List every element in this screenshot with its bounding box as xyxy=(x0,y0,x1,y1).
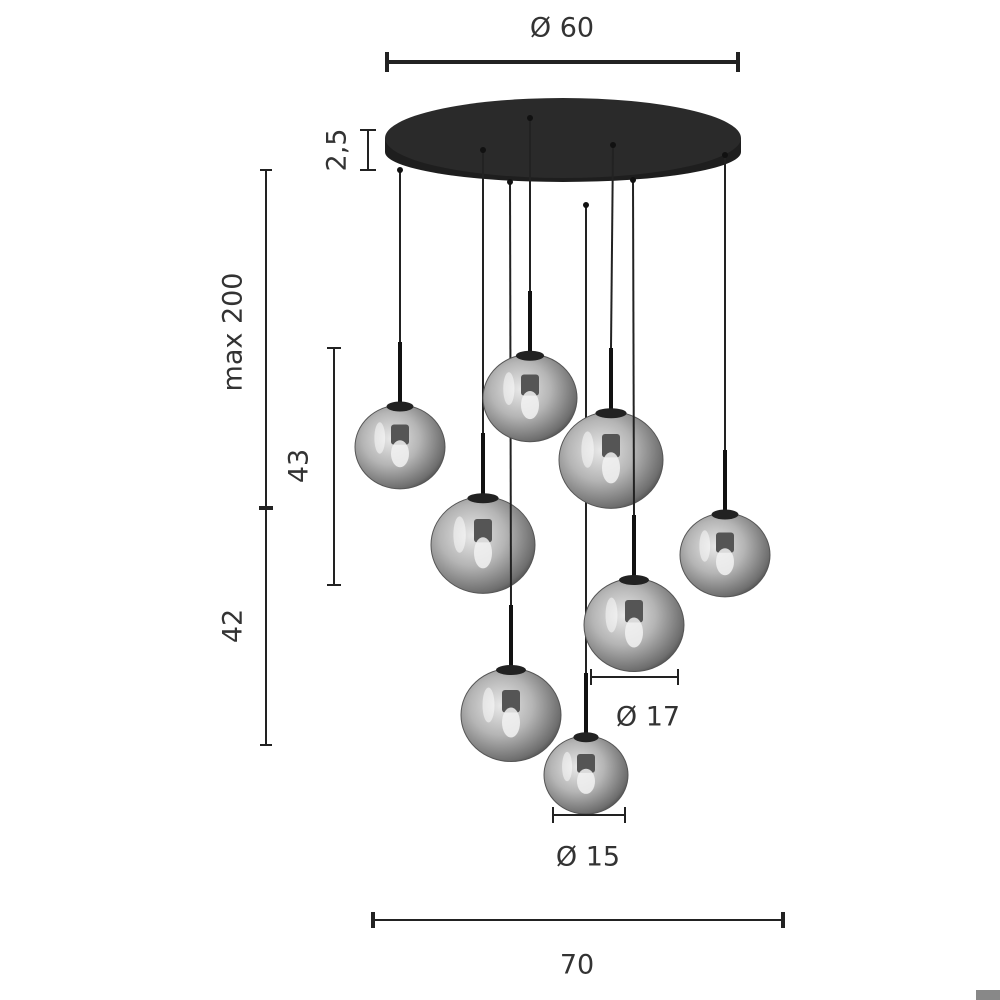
bulb-holder xyxy=(391,424,409,445)
globe-cap xyxy=(619,575,649,585)
bulb xyxy=(391,440,409,468)
highlight xyxy=(581,431,594,468)
globe-cap xyxy=(496,665,526,675)
cord xyxy=(610,144,614,349)
highlight xyxy=(453,516,466,553)
lamp-drawing xyxy=(354,98,771,815)
bulb-holder xyxy=(716,532,734,553)
dim-label: 42 xyxy=(218,609,249,643)
globe-cap xyxy=(386,401,414,412)
dim-label: max 200 xyxy=(218,273,249,392)
bulb-holder xyxy=(521,374,539,396)
cord-anchor xyxy=(583,202,589,208)
highlight xyxy=(374,422,386,454)
dim-label: Ø 60 xyxy=(530,13,594,44)
cord-anchor xyxy=(722,152,728,158)
bulb xyxy=(602,452,620,484)
dim-label: Ø 15 xyxy=(556,842,620,873)
highlight xyxy=(562,751,573,782)
bulb xyxy=(502,707,520,738)
bulb xyxy=(577,768,595,794)
canopy xyxy=(385,98,741,178)
bulb-holder xyxy=(577,754,595,773)
bulb-holder xyxy=(602,434,620,458)
cord-anchor xyxy=(507,179,513,185)
cord-anchor xyxy=(480,147,486,153)
dim-label: 2,5 xyxy=(322,129,353,172)
globe-cap xyxy=(573,732,599,743)
dim-label: 70 xyxy=(560,950,594,981)
cord-anchor xyxy=(397,167,403,173)
highlight xyxy=(605,597,618,633)
bulb xyxy=(474,537,492,569)
bulb-holder xyxy=(474,519,492,543)
highlight xyxy=(699,530,711,562)
corner-marker xyxy=(976,990,1000,1000)
dimension-lines xyxy=(259,52,785,928)
cord-anchor xyxy=(527,115,533,121)
highlight xyxy=(482,687,495,723)
globe-cap xyxy=(595,408,627,419)
highlight xyxy=(503,372,515,406)
dim-label: Ø 17 xyxy=(616,702,680,733)
dim-label: 43 xyxy=(284,449,315,483)
globe-cap xyxy=(515,350,545,361)
bulb-holder xyxy=(625,600,643,623)
globe-cap xyxy=(467,493,499,504)
cord-anchor xyxy=(630,177,636,183)
cord xyxy=(632,179,635,516)
cord-anchor xyxy=(610,142,616,148)
globe-cap xyxy=(711,509,739,520)
bulb xyxy=(716,548,734,576)
bulb xyxy=(625,617,643,648)
bulb xyxy=(521,390,539,420)
bulb-holder xyxy=(502,690,520,713)
